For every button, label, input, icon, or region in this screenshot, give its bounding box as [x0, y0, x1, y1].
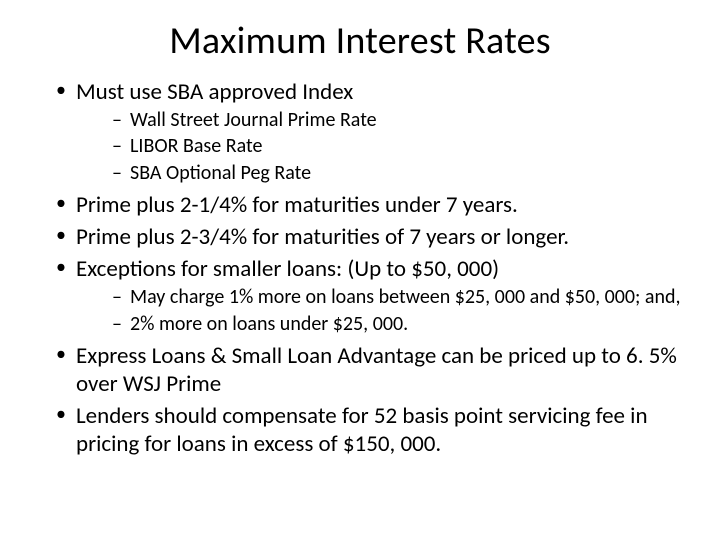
bullet-text: Express Loans & Small Loan Advantage can…: [76, 342, 677, 398]
bullet-list: Must use SBA approved Index Wall Street …: [30, 78, 690, 458]
sub-bullet-item: LIBOR Base Rate: [112, 134, 690, 158]
sub-bullet-item: 2% more on loans under $25, 000.: [112, 312, 690, 336]
bullet-text: Prime plus 2-3/4% for maturities of 7 ye…: [76, 223, 569, 251]
sub-bullet-item: May charge 1% more on loans between $25,…: [112, 285, 690, 309]
sub-bullet-list: May charge 1% more on loans between $25,…: [76, 285, 690, 336]
bullet-text: Lenders should compensate for 52 basis p…: [76, 402, 648, 458]
bullet-item: Express Loans & Small Loan Advantage can…: [56, 342, 690, 398]
bullet-text: Must use SBA approved Index: [76, 78, 353, 106]
sub-bullet-item: SBA Optional Peg Rate: [112, 161, 690, 185]
bullet-item: Must use SBA approved Index Wall Street …: [56, 78, 690, 185]
sub-bullet-item: Wall Street Journal Prime Rate: [112, 108, 690, 132]
sub-bullet-list: Wall Street Journal Prime Rate LIBOR Bas…: [76, 108, 690, 185]
bullet-item: Lenders should compensate for 52 basis p…: [56, 402, 690, 458]
slide-title: Maximum Interest Rates: [30, 18, 690, 64]
slide: Maximum Interest Rates Must use SBA appr…: [0, 0, 720, 540]
bullet-item: Exceptions for smaller loans: (Up to $50…: [56, 255, 690, 336]
bullet-text: Exceptions for smaller loans: (Up to $50…: [76, 255, 499, 283]
bullet-text: Prime plus 2-1/4% for maturities under 7…: [76, 191, 518, 219]
bullet-item: Prime plus 2-3/4% for maturities of 7 ye…: [56, 223, 690, 251]
bullet-item: Prime plus 2-1/4% for maturities under 7…: [56, 191, 690, 219]
